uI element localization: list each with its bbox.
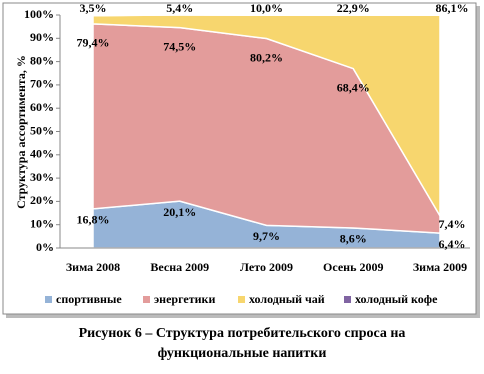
legend-marker — [238, 296, 245, 303]
legend-label: холодный кофе — [355, 292, 438, 306]
data-label: 7,4% — [439, 217, 466, 231]
y-axis-label: Структура ассортимента, % — [14, 55, 28, 209]
y-tick-label: 60% — [30, 100, 54, 114]
x-tick-label: Осень 2009 — [323, 260, 383, 274]
y-tick-label: 100% — [24, 7, 54, 21]
x-tick-label: Весна 2009 — [150, 260, 209, 274]
data-label: 3,5% — [80, 1, 107, 15]
y-tick-label: 0% — [36, 240, 54, 254]
legend-label: спортивные — [56, 292, 122, 306]
legend-marker — [143, 296, 150, 303]
y-tick-label: 70% — [30, 77, 54, 91]
x-tick-label: Лето 2009 — [240, 260, 293, 274]
data-label: 5,4% — [166, 1, 193, 15]
caption-line: функциональные напитки — [158, 346, 327, 361]
legend-marker — [45, 296, 52, 303]
data-label: 68,4% — [337, 80, 370, 94]
data-label: 74,5% — [163, 39, 196, 53]
data-label: 8,6% — [340, 232, 367, 246]
data-label: 79,4% — [77, 36, 110, 50]
y-tick-label: 40% — [30, 147, 54, 161]
legend-label: холодный чай — [249, 292, 325, 306]
x-tick-label: Зима 2008 — [66, 260, 120, 274]
y-tick-label: 20% — [30, 193, 54, 207]
data-label: 9,7% — [253, 229, 280, 243]
plot-area — [92, 14, 441, 249]
data-label: 80,2% — [250, 50, 283, 64]
y-tick-label: 10% — [30, 216, 54, 230]
x-tick-label: Зима 2009 — [413, 260, 467, 274]
legend-label: энергетики — [154, 292, 215, 306]
y-tick-label: 90% — [30, 30, 54, 44]
data-label: 22,9% — [337, 1, 370, 15]
caption-line: Рисунок 6 – Структура потребительского с… — [79, 326, 406, 341]
y-tick-label: 30% — [30, 170, 54, 184]
legend-marker — [344, 296, 351, 303]
y-tick-label: 50% — [30, 123, 54, 137]
data-label: 20,1% — [163, 205, 196, 219]
data-label: 86,1% — [436, 1, 469, 15]
data-label: 10,0% — [250, 1, 283, 15]
area — [92, 14, 441, 17]
data-label: 6,4% — [439, 237, 466, 251]
data-label: 16,8% — [77, 213, 110, 227]
y-tick-label: 80% — [30, 53, 54, 67]
